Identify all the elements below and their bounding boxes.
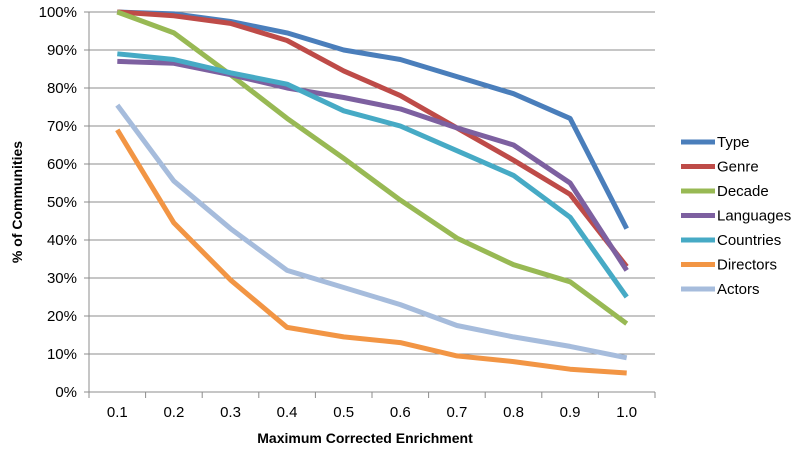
series-line-directors [115, 128, 627, 376]
legend-label: Countries [717, 232, 781, 249]
y-tick-label: 20% [47, 308, 77, 325]
x-tick-label: 0.6 [390, 404, 411, 421]
x-axis-title: Maximum Corrected Enrichment [257, 430, 473, 446]
x-tick-label: 1.0 [616, 404, 637, 421]
legend-label: Decade [717, 183, 769, 200]
legend-label: Directors [717, 257, 777, 274]
legend-label: Type [717, 134, 750, 151]
y-tick-label: 90% [47, 42, 77, 59]
series-lines [115, 9, 629, 376]
legend-item-type: Type [681, 134, 750, 151]
legend: Type Genre Decade Languages Countries Directo… [681, 134, 791, 298]
series-line-countries [117, 51, 629, 299]
y-tick-label: 0% [55, 384, 77, 401]
x-axis-ticks: 0.1 0.2 0.3 0.4 0.5 0.6 0.7 0.8 0.9 1.0 [88, 392, 656, 421]
legend-label: Languages [717, 208, 791, 225]
x-tick-label: 0.7 [446, 404, 467, 421]
x-tick-label: 0.8 [503, 404, 524, 421]
y-tick-label: 50% [47, 194, 77, 211]
series-line-decade [116, 9, 629, 326]
y-tick-label: 100% [39, 4, 77, 21]
x-tick-label: 0.2 [163, 404, 184, 421]
x-tick-label: 0.3 [220, 404, 241, 421]
y-axis-ticks: 0% 10% 20% 30% 40% 50% 60% 70% 80% 90% 100% [39, 4, 89, 401]
y-tick-label: 60% [47, 156, 77, 173]
x-tick-label: 0.4 [277, 404, 298, 421]
y-tick-label: 80% [47, 80, 77, 97]
legend-item-directors: Directors [681, 257, 777, 274]
y-axis-title: % of Communities [9, 141, 25, 263]
y-tick-label: 40% [47, 232, 77, 249]
legend-item-genre: Genre [681, 159, 759, 176]
legend-label: Actors [717, 281, 760, 298]
y-tick-label: 70% [47, 118, 77, 135]
series-line-actors [115, 103, 628, 361]
legend-item-countries: Countries [681, 232, 781, 249]
gridlines [89, 11, 655, 355]
x-tick-label: 0.1 [107, 404, 128, 421]
y-tick-label: 10% [47, 346, 77, 363]
x-tick-label: 0.9 [560, 404, 581, 421]
legend-item-decade: Decade [681, 183, 769, 200]
series-line-languages [117, 58, 629, 272]
legend-item-actors: Actors [681, 281, 760, 298]
x-tick-label: 0.5 [333, 404, 354, 421]
legend-label: Genre [717, 159, 759, 176]
series-line-genre [117, 9, 629, 269]
y-tick-label: 30% [47, 270, 77, 287]
legend-item-languages: Languages [681, 208, 791, 225]
